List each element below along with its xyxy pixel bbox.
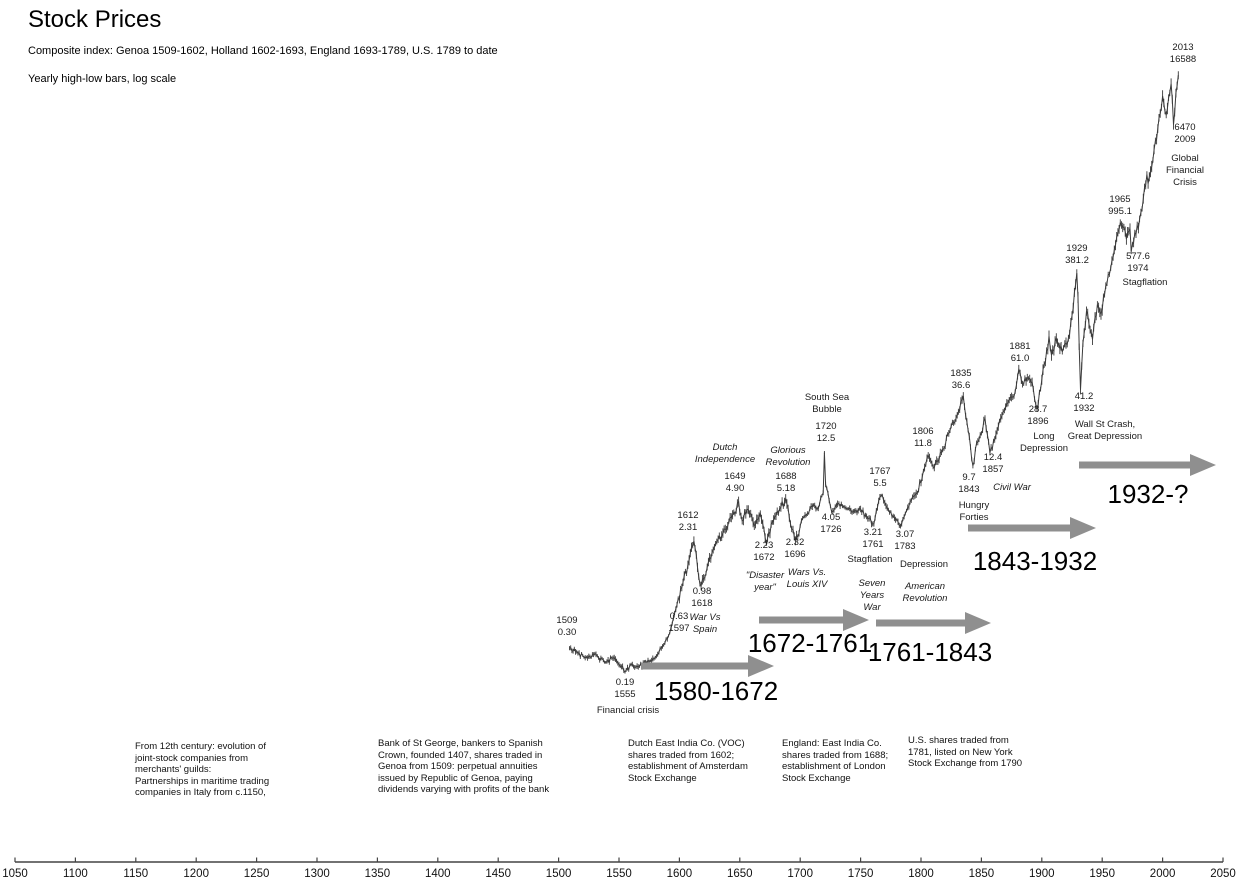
- chart-annotation: 1767 5.5: [869, 466, 891, 489]
- x-axis-tick-label: 1200: [183, 868, 209, 880]
- scale-note: Yearly high-low bars, log scale: [28, 73, 177, 85]
- x-axis-tick-label: 1100: [63, 868, 88, 880]
- x-axis-tick-label: 1750: [848, 868, 874, 880]
- x-axis-tick-label: 1300: [304, 868, 330, 880]
- x-axis: 1050 1100 1150 1200 1250 1300 1350 1400 1450 1500…: [2, 857, 1236, 880]
- chart-annotation: 12.4 1857: [982, 452, 1004, 475]
- chart-annotation: 1509 0.30: [556, 615, 578, 638]
- chart-annotation: 1612 2.31: [677, 510, 699, 533]
- x-axis-tick-label: 1950: [1089, 868, 1115, 880]
- chart-annotation: 1688 5.18: [775, 471, 797, 494]
- footnote-bank-st-george: Bank of St George, bankers to Spanish Cr…: [378, 738, 550, 796]
- page-title: Stock Prices: [28, 6, 162, 33]
- x-axis-tick-label: 1600: [667, 868, 693, 880]
- x-axis-tick-label: 1250: [244, 868, 270, 880]
- period-arrow: [759, 609, 869, 631]
- period-arrow: [641, 655, 774, 677]
- x-axis-tick-label: 1050: [2, 868, 28, 880]
- period-arrow: [968, 517, 1096, 539]
- x-axis-tick-label: 1700: [787, 868, 813, 880]
- footnote-us-shares: U.S. shares traded from 1781, listed on …: [908, 735, 1023, 770]
- chart-annotation: 2.23 1672: [753, 540, 775, 563]
- chart-annotation: 4.05 1726: [820, 512, 842, 535]
- chart-annotation: War Vs Spain: [689, 612, 721, 635]
- chart-annotation: Long Depression: [1019, 431, 1069, 454]
- chart-annotation: Wall St Crash, Great Depression: [1067, 419, 1143, 442]
- chart-annotation: American Revolution: [902, 581, 948, 604]
- footnote-dutch-east-india: Dutch East India Co. (VOC) shares traded…: [628, 738, 748, 784]
- x-axis-tick-label: 1650: [727, 868, 753, 880]
- price-series-line: [569, 75, 1179, 673]
- period-label: 1932-?: [1107, 479, 1189, 509]
- chart-annotation: 6470 2009: [1174, 122, 1196, 145]
- chart-annotation: Hungry Forties: [958, 500, 990, 523]
- chart-annotation: Financial crisis: [596, 705, 660, 716]
- chart-annotation: 3.21 1761: [862, 527, 884, 550]
- chart-annotation: Global Financial Crisis: [1165, 153, 1205, 188]
- x-axis-tick-label: 1900: [1029, 868, 1055, 880]
- chart-annotation: Seven Years War: [858, 578, 886, 613]
- chart-annotation: 1720 12.5: [815, 421, 837, 444]
- x-axis-tick-label: 1500: [546, 868, 572, 880]
- chart-annotation: 41.2 1932: [1073, 391, 1095, 414]
- chart-subtitle: Composite index: Genoa 1509-1602, Hollan…: [28, 45, 498, 57]
- chart-annotation: 0.19 1555: [614, 677, 636, 700]
- x-axis-tick-label: 2050: [1210, 868, 1236, 880]
- footnote-guilds: From 12th century: evolution of joint-st…: [135, 741, 270, 799]
- chart-annotation: Stagflation: [1122, 277, 1168, 288]
- x-axis-tick-label: 1150: [123, 868, 148, 880]
- period-label: 1843-1932: [972, 546, 1098, 576]
- x-axis-tick-label: 2000: [1150, 868, 1176, 880]
- chart-annotation: Wars Vs. Louis XIV: [786, 567, 828, 590]
- chart-annotation: Stagflation: [847, 554, 893, 565]
- chart-annotation: 9.7 1843: [958, 472, 980, 495]
- x-axis-tick-label: 1450: [485, 868, 511, 880]
- chart-annotation: 1929 381.2: [1065, 243, 1089, 266]
- x-axis-tick-label: 1850: [969, 868, 995, 880]
- period-label: 1761-1843: [867, 637, 993, 667]
- chart-annotation: 577.6 1974: [1126, 251, 1150, 274]
- chart-annotation: "Disaster year": [745, 570, 785, 593]
- chart-annotation: Dutch Independence: [694, 442, 756, 465]
- chart-annotation: 2.32 1696: [784, 537, 806, 560]
- period-arrow: [1079, 454, 1216, 476]
- chart-annotation: 2013 16588: [1169, 42, 1197, 65]
- chart-annotation: 3.07 1783: [894, 529, 916, 552]
- chart-annotation: 0.63 1597: [668, 611, 690, 634]
- chart-annotation: Depression: [899, 559, 949, 570]
- period-label: 1672-1761: [747, 628, 873, 658]
- chart-annotation: Civil War: [993, 482, 1031, 493]
- chart-annotation: 1965 995.1: [1108, 194, 1132, 217]
- chart-annotation: 1649 4.90: [724, 471, 746, 494]
- x-axis-tick-label: 1550: [606, 868, 632, 880]
- chart-annotation: 28.7 1896: [1027, 404, 1049, 427]
- chart-annotation: Glorious Revolution: [765, 445, 811, 468]
- footnote-england-east-india: England: East India Co. shares traded fr…: [782, 738, 889, 784]
- x-axis-tick-label: 1800: [908, 868, 934, 880]
- chart-annotation: 0.98 1618: [691, 586, 713, 609]
- chart-annotation: 1806 11.8: [912, 426, 934, 449]
- period-arrow: [876, 612, 991, 634]
- chart-annotation: 1881 61.0: [1009, 341, 1031, 364]
- period-label: 1580-1672: [653, 676, 779, 706]
- price-series: [569, 71, 1179, 674]
- chart-annotation: 1835 36.6: [950, 368, 972, 391]
- chart-annotation: South Sea Bubble: [804, 392, 850, 415]
- x-axis-tick-label: 1350: [365, 868, 391, 880]
- x-axis-tick-label: 1400: [425, 868, 451, 880]
